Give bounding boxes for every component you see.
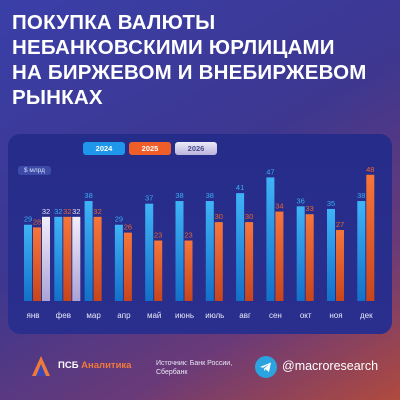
data-label-2025-окт: 33 [306, 204, 314, 213]
bar-2024-июнь [175, 201, 184, 301]
data-label-2024-янв: 29 [24, 215, 32, 224]
data-label-2025-мар: 32 [93, 207, 101, 216]
brand-name: ПСБ [58, 360, 79, 371]
x-tick-label-май: май [147, 311, 161, 320]
bar-2024-июль [205, 201, 214, 301]
unit-label: $ млрд [18, 166, 51, 175]
bar-2024-янв [24, 224, 32, 301]
x-tick-label-апр: апр [117, 311, 131, 320]
brand-logo-text: ПСБ Аналитика [58, 360, 131, 371]
x-tick-label-июнь: июнь [175, 311, 194, 320]
bar-2025-янв [33, 227, 41, 301]
x-tick-label-окт: окт [300, 311, 312, 320]
data-label-2024-май: 37 [145, 194, 153, 203]
telegram-icon[interactable] [255, 356, 277, 378]
footer: ПСБ Аналитика Источник: Банк России, Сбе… [0, 350, 400, 400]
data-label-2025-авг: 30 [245, 212, 253, 221]
data-label-2024-авг: 41 [236, 183, 244, 192]
x-tick-label-ноя: ноя [329, 311, 342, 320]
x-tick-label-мар: мар [86, 311, 101, 320]
page-title: ПОКУПКА ВАЛЮТЫ НЕБАНКОВСКИМИ ЮРЛИЦАМИ НА… [12, 11, 367, 109]
bar-2025-апр [123, 232, 132, 301]
legend-2026: 2026 [175, 142, 217, 155]
bar-2024-фев [54, 216, 63, 301]
bar-2025-сен [275, 211, 284, 301]
x-tick-label-сен: сен [269, 311, 282, 320]
chart-legend: 2024 2025 2026 [8, 142, 392, 156]
chart-panel: 2024 2025 2026 $ млрд 29 28 32 янв 32 32 32 фев… [8, 134, 392, 334]
data-label-2025-апр: 26 [124, 223, 132, 232]
bar-2025-фев [63, 216, 72, 301]
x-tick-label-авг: авг [239, 311, 251, 320]
data-label-2026-фев: 32 [72, 207, 80, 216]
data-label-2025-фев: 32 [63, 207, 71, 216]
data-label-2025-ноя: 27 [336, 220, 344, 229]
brand-accent: Аналитика [81, 360, 132, 371]
bar-2024-дек [357, 201, 366, 301]
legend-2025: 2025 [129, 142, 171, 155]
telegram-handle[interactable]: @macroresearch [282, 359, 379, 373]
data-label-2024-мар: 38 [84, 191, 92, 200]
data-label-2024-апр: 29 [115, 215, 123, 224]
bar-2025-июль [214, 222, 223, 301]
data-label-2026-янв: 32 [42, 207, 50, 216]
bar-2025-мар [93, 216, 102, 301]
psb-logo-icon [32, 356, 50, 376]
data-label-2025-июль: 30 [215, 212, 223, 221]
data-label-2024-ноя: 35 [327, 199, 335, 208]
legend-2024: 2024 [83, 142, 125, 155]
bar-2024-ноя [327, 208, 335, 301]
bar-2025-дек [366, 174, 375, 301]
x-tick-label-июль: июль [205, 311, 224, 320]
bar-2025-окт [305, 214, 314, 301]
data-label-2024-июнь: 38 [175, 191, 183, 200]
data-label-2025-июнь: 23 [184, 231, 192, 240]
source-note: Источник: Банк России, Сбербанк [156, 360, 233, 376]
x-tick-label-фев: фев [56, 311, 71, 320]
bar-2024-май [145, 203, 154, 301]
data-label-2025-янв: 28 [33, 217, 41, 226]
data-label-2025-май: 23 [154, 231, 162, 240]
data-label-2024-окт: 36 [297, 196, 305, 205]
data-label-2025-сен: 34 [275, 202, 283, 211]
bar-2026-фев [72, 216, 81, 301]
bar-2024-мар [84, 201, 93, 301]
data-label-2024-дек: 38 [357, 191, 365, 200]
bar-2026-янв [42, 216, 50, 301]
bar-2025-ноя [336, 229, 344, 301]
bar-2025-июнь [184, 240, 193, 301]
data-label-2024-сен: 47 [266, 167, 274, 176]
data-label-2025-дек: 48 [366, 165, 374, 174]
bar-2024-сен [266, 177, 275, 301]
x-tick-label-янв: янв [27, 311, 40, 320]
bar-2024-апр [114, 224, 123, 301]
data-label-2024-июль: 38 [206, 191, 214, 200]
data-label-2024-фев: 32 [54, 207, 62, 216]
bar-2025-май [154, 240, 163, 301]
bar-2025-авг [245, 222, 254, 301]
bar-2024-авг [236, 193, 245, 301]
bar-2024-окт [296, 206, 305, 301]
x-tick-label-дек: дек [360, 311, 373, 320]
